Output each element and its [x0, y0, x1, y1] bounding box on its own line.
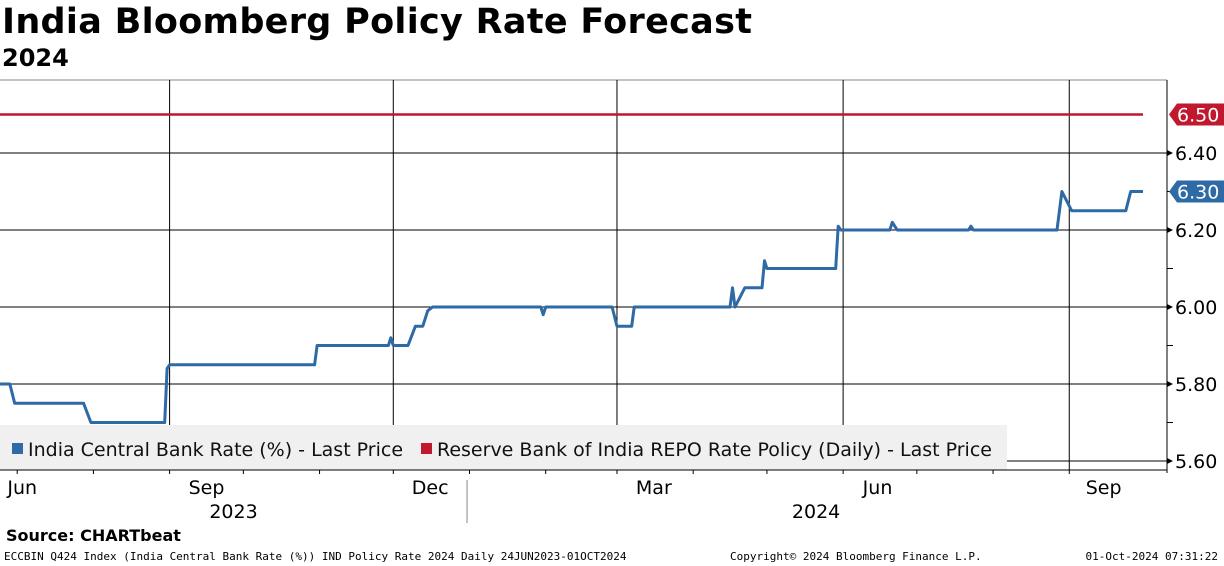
y-tick-label: 5.80 [1175, 374, 1217, 396]
x-year-label: 2023 [209, 501, 257, 523]
y-tick-marker [1167, 150, 1173, 156]
y-tick-label: 6.40 [1175, 143, 1217, 165]
x-tick-label: Jun [6, 477, 37, 499]
legend-swatch [12, 443, 23, 454]
y-tick-label: 6.00 [1175, 297, 1217, 319]
last-value-tag [1169, 103, 1224, 126]
last-value-label: 6.50 [1177, 105, 1219, 127]
chart-title: India Bloomberg Policy Rate Forecast [2, 2, 753, 42]
footer-index-info: ECCBIN Q424 Index (India Central Bank Ra… [4, 550, 627, 563]
x-tick-label: Jun [862, 477, 893, 499]
source-label: Source: CHARTbeat [6, 526, 181, 545]
x-tick-label: Sep [1086, 477, 1122, 499]
legend-label: Reserve Bank of India REPO Rate Policy (… [437, 439, 992, 461]
footer-copyright: Copyright© 2024 Bloomberg Finance L.P. [730, 550, 982, 563]
footer-timestamp: 01-Oct-2024 07:31:22 [1085, 550, 1218, 563]
chart-subtitle: 2024 [2, 44, 69, 72]
last-value-tag [1169, 180, 1224, 203]
x-tick-label: Dec [412, 477, 449, 499]
y-tick-marker [1167, 458, 1173, 464]
y-tick-label: 6.20 [1175, 220, 1217, 242]
legend-label: India Central Bank Rate (%) - Last Price [28, 439, 403, 461]
legend-swatch [421, 443, 432, 454]
x-tick-label: Sep [189, 477, 225, 499]
series-line-india-central-bank-rate [0, 190, 1143, 424]
x-tick-label: Mar [636, 477, 672, 499]
legend-box [0, 425, 1007, 470]
x-year-label: 2024 [792, 501, 840, 523]
y-tick-label: 5.60 [1175, 451, 1217, 473]
last-value-label: 6.30 [1177, 182, 1219, 204]
y-tick-marker [1167, 304, 1173, 310]
y-tick-marker [1167, 227, 1173, 233]
y-tick-marker [1167, 381, 1173, 387]
